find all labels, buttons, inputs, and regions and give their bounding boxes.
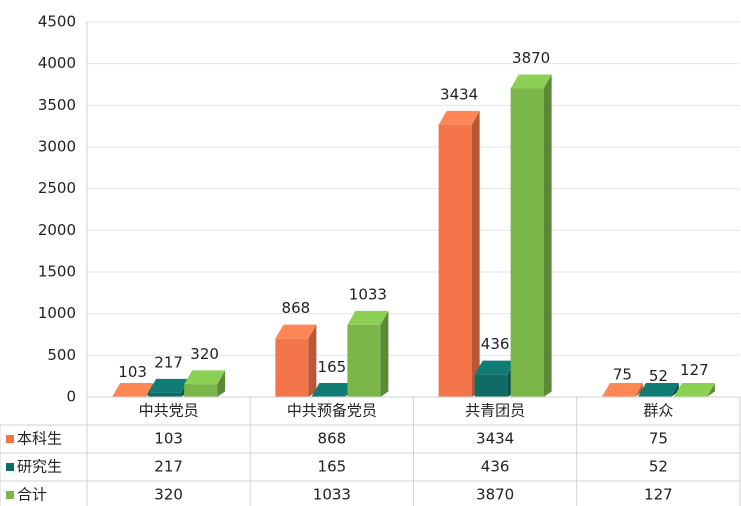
y-tick-label: 1500: [38, 263, 76, 281]
x-tick-label: 群众: [643, 402, 673, 420]
legend-swatch: [6, 463, 14, 471]
y-tick-label: 0: [66, 388, 76, 406]
table-cell: 436: [481, 458, 510, 476]
bar: [438, 124, 472, 397]
bar: [347, 324, 381, 397]
data-label: 868: [282, 299, 311, 317]
bar-top: [438, 110, 480, 125]
bar-top: [148, 378, 190, 393]
data-label: 75: [613, 365, 632, 383]
table-cell: 320: [154, 486, 183, 504]
table-cell: 3870: [476, 486, 514, 504]
bar: [148, 392, 182, 397]
bar: [474, 374, 508, 397]
bar-top: [474, 360, 516, 375]
table-cell: 868: [318, 430, 347, 448]
bar-side: [308, 324, 317, 397]
data-label: 165: [318, 358, 347, 376]
table-cell: 75: [649, 430, 668, 448]
table-cell: 1033: [313, 486, 351, 504]
y-tick-label: 4000: [38, 54, 76, 72]
data-label: 3434: [440, 85, 478, 103]
legend-swatch: [6, 435, 14, 443]
table-cell: 103: [154, 430, 183, 448]
x-tick-label: 中共党员: [139, 402, 199, 420]
bar-side: [471, 110, 480, 397]
bar-top: [347, 310, 389, 325]
y-tick-label: 2500: [38, 179, 76, 197]
y-tick-label: 3500: [38, 96, 76, 114]
table-cell: 217: [154, 458, 183, 476]
bar-top: [510, 74, 552, 89]
bar: [275, 338, 309, 397]
legend-label: 研究生: [17, 458, 62, 476]
bar-top: [275, 324, 317, 339]
bar-side: [543, 74, 552, 397]
bar-top: [637, 383, 679, 397]
bar-top: [673, 383, 715, 397]
bar: [510, 88, 544, 397]
data-label: 320: [190, 345, 219, 363]
y-tick-label: 2000: [38, 221, 76, 239]
table-cell: 165: [318, 458, 347, 476]
data-label: 436: [481, 335, 510, 353]
table-cell: 3434: [476, 430, 514, 448]
data-label: 127: [680, 361, 709, 379]
data-label: 52: [649, 367, 668, 385]
y-tick-label: 1000: [38, 304, 76, 322]
y-tick-label: 3000: [38, 138, 76, 156]
bar: [184, 384, 218, 397]
bar-side: [217, 370, 226, 397]
data-label: 217: [154, 353, 183, 371]
data-label: 103: [118, 363, 147, 381]
legend-label: 合计: [17, 486, 47, 504]
legend-label: 本科生: [17, 430, 62, 448]
data-label: 1033: [349, 285, 387, 303]
data-label: 3870: [512, 49, 550, 67]
y-tick-label: 4500: [38, 13, 76, 31]
bar-top: [184, 370, 226, 385]
bar-side: [380, 310, 389, 397]
x-tick-label: 共青团员: [465, 402, 525, 420]
legend-swatch: [6, 491, 14, 499]
table-cell: 127: [644, 486, 673, 504]
bar-top: [601, 383, 643, 397]
y-tick-label: 500: [47, 346, 76, 364]
table-cell: 52: [649, 458, 668, 476]
bar-top: [311, 383, 353, 397]
x-tick-label: 中共预备党员: [287, 402, 377, 420]
bar-top: [112, 383, 154, 397]
